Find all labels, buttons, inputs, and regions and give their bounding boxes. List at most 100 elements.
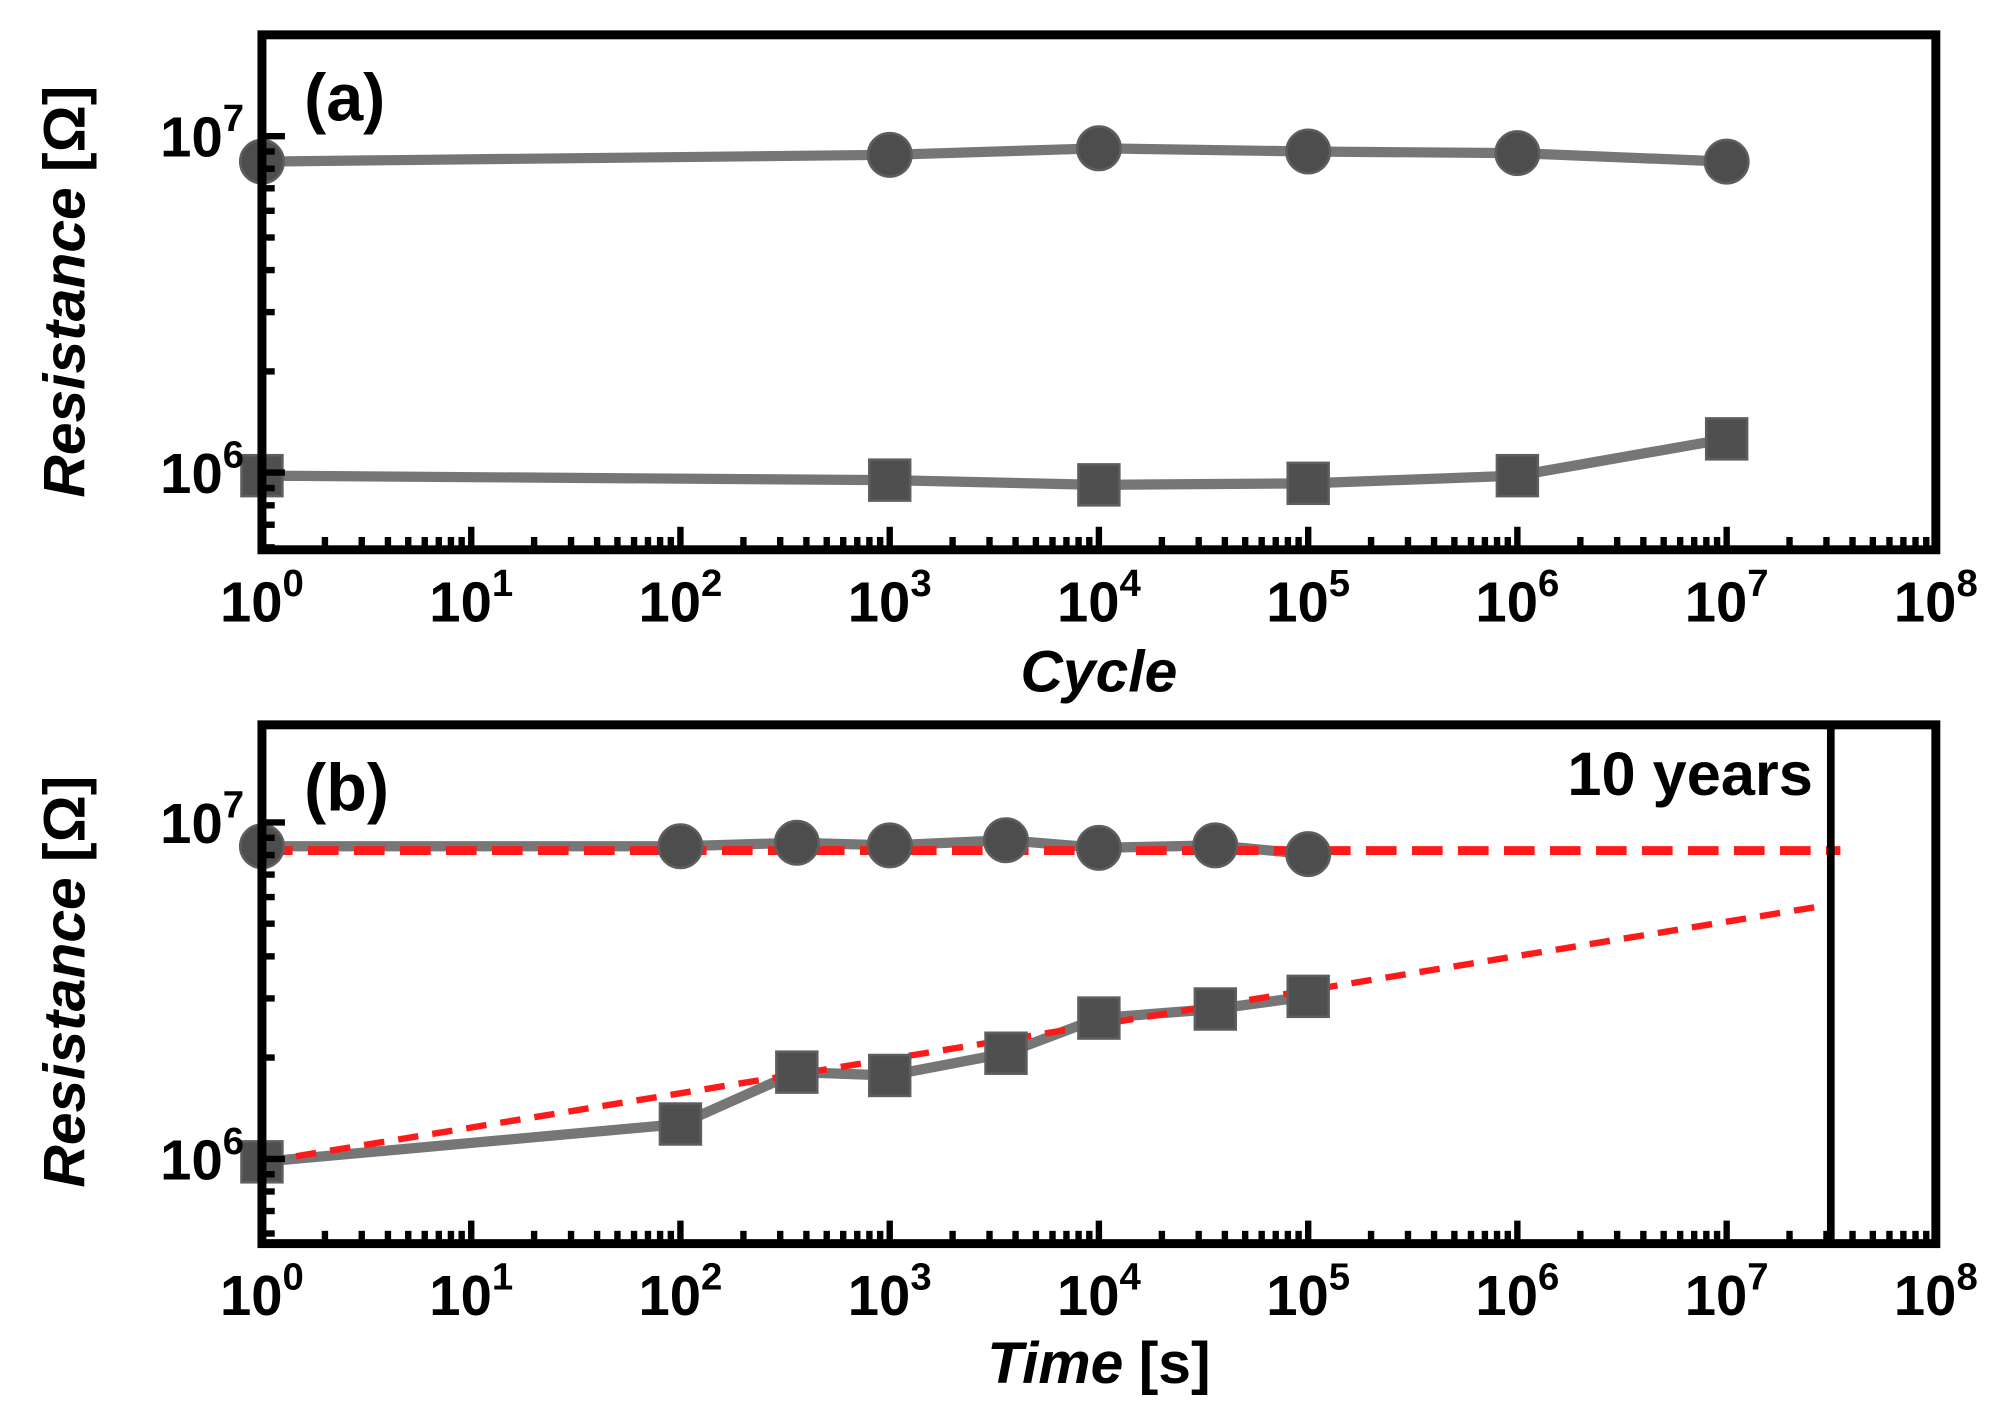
x-tick-label: 104 [1057, 1256, 1142, 1328]
x-tick-label-base: 10 [429, 570, 492, 633]
x-tick-label-exponent: 1 [492, 1256, 513, 1299]
x-axis-label-cycle: Cycle [1020, 640, 1177, 705]
x-axis-label-unit: [s] [1139, 1331, 1211, 1396]
x-tick-label-exponent: 6 [1538, 562, 1559, 605]
y-axis-label-b: Resistance [Ω] [32, 776, 97, 1188]
square-data-point [658, 1102, 703, 1146]
square-data-point [867, 1053, 912, 1098]
square-data-point [867, 458, 912, 502]
square-series-line [261, 433, 1728, 490]
x-tick-label: 100 [220, 1256, 304, 1328]
ten-years-annotation: 10 years [1567, 739, 1813, 808]
y-axis-label-a: Resistance [Ω] [32, 86, 97, 498]
y-axis-label-unit: [Ω] [32, 776, 97, 862]
x-tick-label: 106 [1475, 1256, 1559, 1328]
x-tick-label-exponent: 1 [492, 562, 513, 605]
x-tick-label-base: 10 [1266, 570, 1329, 633]
square-data-point [1286, 974, 1330, 1019]
y-tick-label-base: 10 [160, 1128, 223, 1191]
x-tick-label-exponent: 8 [1956, 562, 1977, 605]
x-tick-label: 103 [848, 1256, 932, 1328]
x-tick-label: 101 [429, 562, 513, 634]
x-tick-label-exponent: 3 [910, 562, 931, 605]
circle-data-point [1192, 822, 1239, 869]
x-tick-label-exponent: 4 [1119, 1256, 1141, 1299]
y-tick-label: 106 [160, 433, 244, 505]
x-tick-label-base: 10 [220, 1264, 283, 1327]
square-data-point [775, 1050, 819, 1094]
y-axis-label-unit: [Ω] [32, 86, 97, 172]
x-tick-label-exponent: 5 [1329, 1256, 1350, 1299]
x-tick-label-exponent: 3 [910, 1256, 931, 1299]
circle-data-point [1703, 138, 1750, 185]
data-markers [238, 817, 1332, 1184]
circle-data-point [1075, 125, 1122, 172]
x-tick-label: 105 [1266, 1256, 1350, 1328]
y-tick-label-base: 10 [160, 792, 223, 855]
y-tick-label: 106 [160, 1120, 244, 1192]
x-tick-label-base: 10 [848, 1264, 911, 1327]
x-tick-label-exponent: 0 [283, 562, 304, 605]
x-tick-label-base: 10 [1894, 1264, 1957, 1327]
x-tick-label-exponent: 2 [701, 1256, 722, 1299]
x-tick-label-exponent: 5 [1329, 562, 1350, 605]
y-tick-label-exponent: 6 [223, 433, 244, 476]
x-tick-label-base: 10 [1894, 570, 1957, 633]
square-data-point [984, 1031, 1028, 1075]
x-tick-label-exponent: 7 [1747, 1256, 1768, 1299]
circle-series-line [261, 143, 1727, 167]
x-tick-label-base: 10 [1475, 570, 1538, 633]
square-data-point [1704, 417, 1749, 461]
circle-data-point [866, 822, 913, 869]
x-tick-label-base: 10 [1685, 1264, 1748, 1327]
circle-data-point [1285, 128, 1332, 175]
y-axis-label-text: Resistance [32, 187, 97, 497]
circle-data-point [773, 819, 820, 866]
x-tick-label-base: 10 [1057, 570, 1120, 633]
circle-data-point [1285, 831, 1332, 878]
circle-data-point [657, 823, 704, 870]
red-dashed-fit-line [261, 901, 1832, 1165]
x-tick-label: 104 [1057, 562, 1142, 634]
x-tick-label: 102 [638, 1256, 722, 1328]
square-data-point [1077, 996, 1121, 1040]
y-tick-label: 107 [160, 783, 244, 855]
fit-lines [261, 846, 1841, 1165]
x-tick-label-exponent: 0 [283, 1256, 304, 1299]
circle-data-point [982, 817, 1029, 864]
x-tick-label-base: 10 [429, 1264, 492, 1327]
x-tick-label-exponent: 8 [1956, 1256, 1977, 1299]
x-tick-label-exponent: 4 [1119, 562, 1141, 605]
x-tick-label: 108 [1894, 562, 1978, 634]
circle-data-point [1075, 824, 1122, 871]
data-markers [238, 125, 1750, 507]
x-tick-label: 106 [1475, 562, 1559, 634]
x-tick-label-base: 10 [1266, 1264, 1329, 1327]
y-tick-label-base: 10 [160, 106, 223, 169]
x-tick-label: 100 [220, 562, 304, 634]
y-axis-label-text: Resistance [32, 877, 97, 1187]
x-tick-label-exponent: 2 [701, 562, 722, 605]
x-tick-label: 102 [638, 562, 722, 634]
y-tick-label-exponent: 7 [223, 97, 244, 140]
x-tick-label-exponent: 6 [1538, 1256, 1559, 1299]
x-tick-label-base: 10 [1685, 570, 1748, 633]
x-axis-label-time: Time [s] [987, 1331, 1210, 1396]
x-tick-label-base: 10 [220, 570, 283, 633]
x-tick-label: 101 [429, 1256, 513, 1328]
square-data-point [1077, 463, 1121, 507]
x-tick-label: 103 [848, 562, 932, 634]
y-tick-label-exponent: 7 [223, 783, 244, 826]
panel-label-a: (a) [304, 61, 385, 135]
circle-data-point [1494, 130, 1541, 177]
x-tick-label: 105 [1266, 562, 1350, 634]
x-tick-label: 107 [1685, 562, 1769, 634]
series-lines [261, 143, 1728, 490]
x-tick-label-base: 10 [1057, 1264, 1120, 1327]
